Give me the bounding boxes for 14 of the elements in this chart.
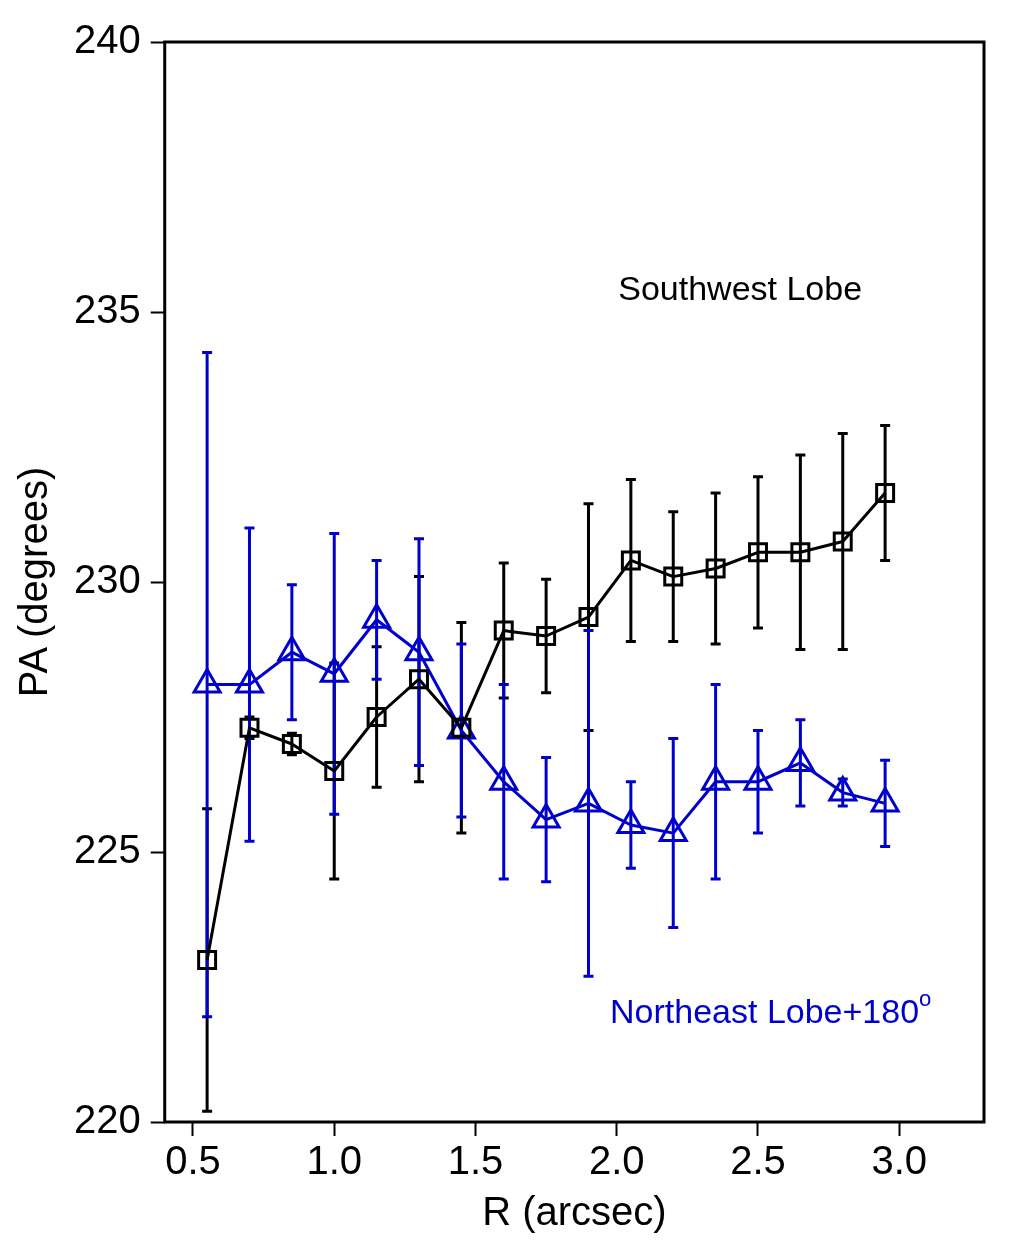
x-tick-label: 0.5: [165, 1138, 221, 1183]
x-tick-label: 3.0: [871, 1138, 928, 1183]
x-tick-label: 2.0: [588, 1138, 645, 1183]
y-tick-label: 225: [73, 827, 141, 872]
y-axis-title: PA (degrees): [11, 466, 56, 698]
x-tick-label: 1.0: [306, 1138, 363, 1183]
y-tick-label: 230: [73, 557, 141, 602]
y-tick-label: 235: [73, 287, 141, 332]
text: Southwest Lobe: [618, 268, 863, 307]
y-tick-label: 240: [73, 17, 141, 62]
y-tick-label: 220: [73, 1097, 141, 1142]
x-tick-label: 2.5: [730, 1138, 786, 1183]
x-tick-label: 1.5: [447, 1138, 504, 1183]
x-axis-title: R (arcsec): [482, 1189, 667, 1234]
